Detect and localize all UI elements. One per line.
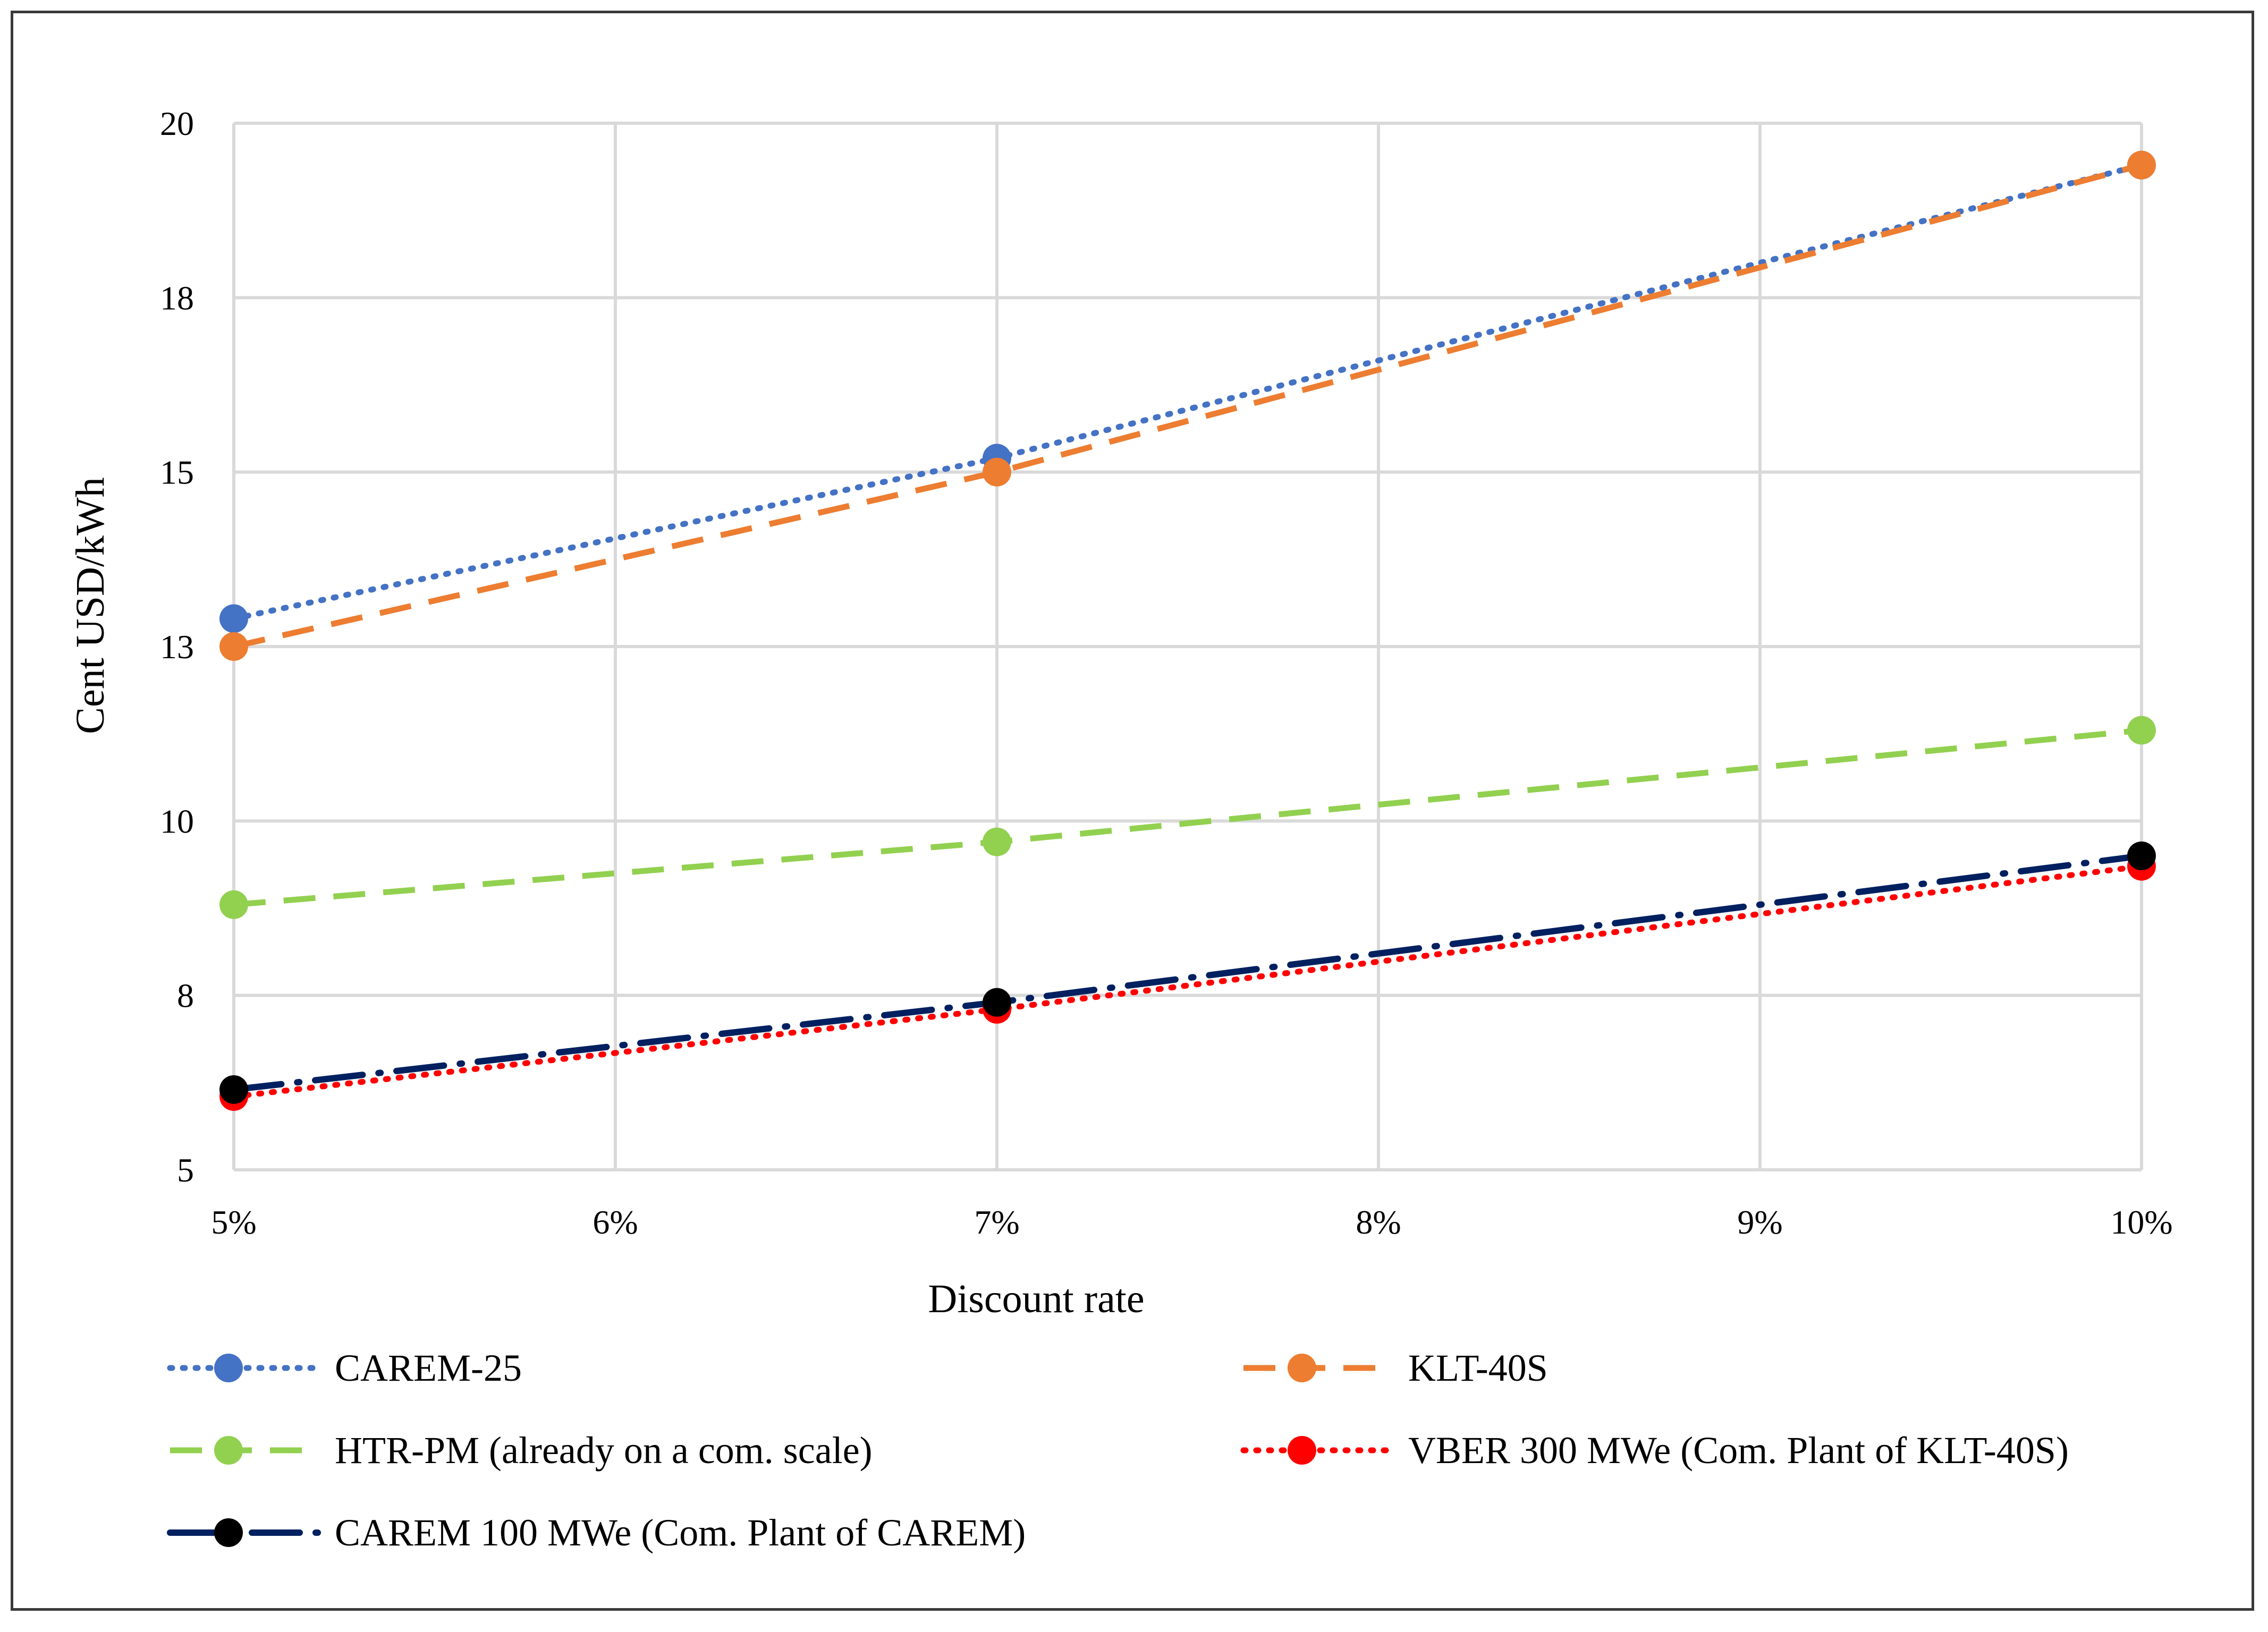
series-line-4 [231, 863, 2145, 1100]
x-tick-label: 5% [211, 1203, 256, 1241]
x-tick-label: 9% [1737, 1203, 1782, 1241]
legend-swatch-marker [1288, 1354, 1316, 1382]
legend-label: KLT-40S [1408, 1347, 1548, 1389]
y-tick-label: 13 [160, 628, 194, 666]
data-point-5 [2127, 842, 2156, 870]
chart-frame [11, 11, 2254, 1611]
y-tick-label: 20 [160, 105, 194, 142]
legend-swatch-marker [214, 1518, 243, 1547]
grid-lines [232, 122, 2143, 1171]
data-markers [219, 150, 2156, 1111]
data-point-5 [219, 1075, 248, 1104]
y-tick-label: 15 [160, 454, 194, 491]
series-line-2 [233, 162, 2143, 650]
data-point-2 [983, 457, 1011, 487]
y-tick-label: 10 [160, 802, 194, 840]
series-line-1 [231, 162, 2145, 622]
x-tick-label: 10% [2110, 1203, 2172, 1241]
x-tick-label: 6% [593, 1203, 638, 1241]
y-tick-label: 18 [160, 279, 194, 317]
legend-swatch-marker [214, 1436, 243, 1465]
series-line-3 [233, 727, 2142, 908]
x-tick-label: 8% [1356, 1203, 1401, 1241]
legend-label: CAREM-25 [335, 1347, 522, 1389]
series-lines [231, 162, 2145, 1100]
y-axis-title: Cent USD/kWh [68, 477, 113, 734]
legend: CAREM-25 KLT-40S HTR-PM (already on a com.… [167, 1347, 2069, 1554]
data-point-2 [2127, 150, 2156, 180]
y-tick-label: 5 [177, 1151, 194, 1189]
data-point-3 [983, 827, 1011, 856]
legend-label: CAREM 100 MWe (Com. Plant of CAREM) [335, 1511, 1026, 1554]
x-tick-label: 7% [974, 1203, 1019, 1241]
x-axis-title: Discount rate [928, 1277, 1144, 1321]
y-tick-labels: 5 8 10 13 15 18 20 [160, 105, 194, 1189]
legend-swatch-marker [214, 1354, 243, 1382]
legend-label: VBER 300 MWe (Com. Plant of KLT-40S) [1408, 1429, 2069, 1472]
legend-label: HTR-PM (already on a com. scale) [335, 1429, 873, 1472]
data-point-1 [219, 604, 248, 633]
y-tick-label: 8 [177, 977, 194, 1015]
data-point-3 [219, 890, 248, 919]
data-point-3 [2127, 716, 2156, 745]
data-point-5 [983, 988, 1011, 1017]
legend-swatch-marker [1288, 1436, 1316, 1465]
x-tick-labels: 5% 6% 7% 8% 9% 10% [211, 1203, 2172, 1241]
series-line-5 [231, 853, 2145, 1093]
data-point-2 [219, 632, 248, 661]
